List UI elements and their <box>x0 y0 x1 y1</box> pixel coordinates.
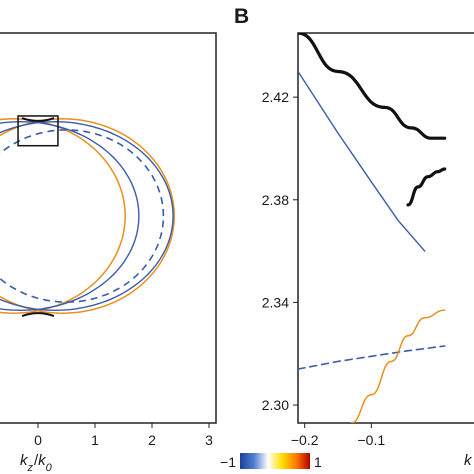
panel-a-series-2 <box>0 120 174 312</box>
panel-a-x-tick-label: 1 <box>91 432 99 448</box>
panel-a-x-axis-label: kz/k0 <box>20 452 53 474</box>
panel-b-x-axis-label: k <box>464 452 473 469</box>
panel-b-x-ticks: −0.2 −0.1 <box>291 423 386 448</box>
panel-b-label: B <box>234 5 249 28</box>
panel-a-series-0 <box>0 118 175 314</box>
panel-a-plot-area <box>0 115 175 317</box>
panel-a-x-tick-label: 2 <box>148 432 156 448</box>
panel-b-y-tick-label: 2.38 <box>262 192 289 208</box>
panel-a-series-1 <box>0 118 126 314</box>
panel-b-series-3 <box>298 345 446 370</box>
colorbar: −1 1 <box>220 453 322 470</box>
panel-a-series-3 <box>0 120 140 312</box>
panel-a-anticrossing-0 <box>21 117 55 122</box>
panel-b-series-2 <box>298 70 426 252</box>
panel-a-x-tick-label: 3 <box>205 432 213 448</box>
panel-b-y-tick-label: 2.34 <box>262 294 289 310</box>
colorbar-gradient <box>240 453 310 469</box>
panel-b-series-1 <box>406 167 447 207</box>
panel-b-y-tick-label: 2.42 <box>262 89 289 105</box>
panel-a-x-ticks: 0 1 2 3 <box>34 423 213 448</box>
panel-b-y-ticks: 2.30 2.34 2.38 2.42 <box>262 89 298 413</box>
panel-a-anticrossing-1 <box>21 312 55 317</box>
panel-b-plot-area <box>298 33 447 423</box>
panel-a-x-tick-label: 0 <box>34 432 42 448</box>
panel-b: B 2.30 2.34 2.38 2.42 −0.2 −0.1 k <box>234 5 474 469</box>
panel-b-y-tick-label: 2.30 <box>262 397 289 413</box>
panel-a-series-4 <box>0 129 165 303</box>
panel-a: 0 1 2 3 kz/k0 <box>0 32 217 474</box>
panel-b-series-4 <box>350 309 446 423</box>
panel-b-x-tick-label: −0.1 <box>358 432 386 448</box>
panel-b-x-tick-label: −0.2 <box>291 432 319 448</box>
colorbar-min-label: −1 <box>220 454 236 470</box>
panel-a-zoom-box <box>17 115 59 147</box>
panel-b-frame <box>297 32 474 424</box>
colorbar-max-label: 1 <box>314 454 322 470</box>
panel-b-series-0 <box>298 33 447 140</box>
panel-a-frame <box>0 32 217 424</box>
